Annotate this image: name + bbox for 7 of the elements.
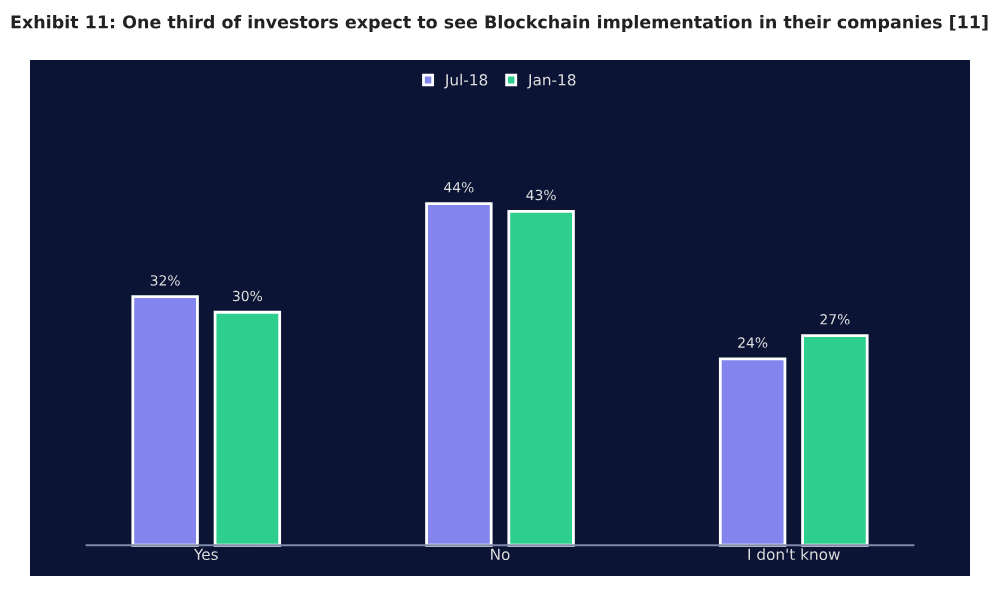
bar (425, 202, 493, 547)
bar (507, 209, 575, 547)
chart-title: Exhibit 11: One third of investors expect to see Blockchain implementation in their companies [11] (11, 15, 988, 32)
bar (801, 334, 869, 547)
bar (131, 295, 199, 547)
bar (718, 357, 787, 547)
bar (213, 310, 282, 547)
